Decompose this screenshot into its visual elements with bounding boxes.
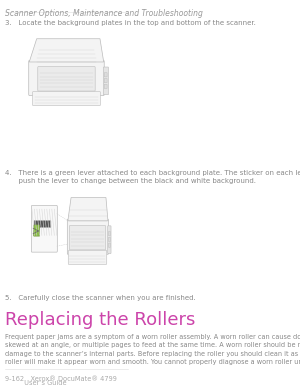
- FancyBboxPatch shape: [108, 226, 111, 253]
- FancyBboxPatch shape: [104, 84, 107, 88]
- FancyBboxPatch shape: [38, 67, 95, 91]
- FancyBboxPatch shape: [104, 78, 107, 83]
- FancyBboxPatch shape: [109, 243, 110, 247]
- Polygon shape: [68, 197, 108, 221]
- Text: push the lever to change between the black and white background.: push the lever to change between the bla…: [5, 178, 256, 184]
- FancyBboxPatch shape: [104, 73, 107, 77]
- FancyBboxPatch shape: [67, 219, 109, 254]
- Polygon shape: [29, 39, 104, 62]
- Text: Scanner Options, Maintenance and Troubleshooting: Scanner Options, Maintenance and Trouble…: [5, 9, 203, 18]
- Text: roller will make it appear worn and smooth. You cannot properly diagnose a worn : roller will make it appear worn and smoo…: [5, 360, 300, 365]
- Text: Frequent paper jams are a symptom of a worn roller assembly. A worn roller can c: Frequent paper jams are a symptom of a w…: [5, 334, 300, 340]
- Text: 9-162   Xerox® DocuMate® 4799: 9-162 Xerox® DocuMate® 4799: [5, 376, 117, 382]
- FancyBboxPatch shape: [29, 61, 104, 95]
- FancyBboxPatch shape: [109, 237, 110, 241]
- Text: damage to the scanner’s internal parts. Before replacing the roller you should c: damage to the scanner’s internal parts. …: [5, 351, 300, 357]
- Text: 4.   There is a green lever attached to each background plate. The sticker on ea: 4. There is a green lever attached to ea…: [5, 170, 300, 176]
- FancyBboxPatch shape: [70, 225, 106, 250]
- FancyBboxPatch shape: [34, 221, 51, 227]
- FancyBboxPatch shape: [68, 250, 107, 264]
- FancyBboxPatch shape: [103, 67, 108, 95]
- FancyBboxPatch shape: [34, 225, 40, 236]
- Text: Replacing the Rollers: Replacing the Rollers: [5, 312, 196, 329]
- FancyBboxPatch shape: [33, 92, 101, 106]
- Text: 5.   Carefully close the scanner when you are finished.: 5. Carefully close the scanner when you …: [5, 295, 196, 301]
- FancyBboxPatch shape: [109, 232, 110, 236]
- Text: skewed at an angle, or multiple pages to feed at the same time. A worn roller sh: skewed at an angle, or multiple pages to…: [5, 343, 300, 348]
- Text: 3.   Locate the background plates in the top and bottom of the scanner.: 3. Locate the background plates in the t…: [5, 20, 256, 26]
- FancyBboxPatch shape: [32, 206, 57, 252]
- Text: User’s Guide: User’s Guide: [5, 380, 67, 386]
